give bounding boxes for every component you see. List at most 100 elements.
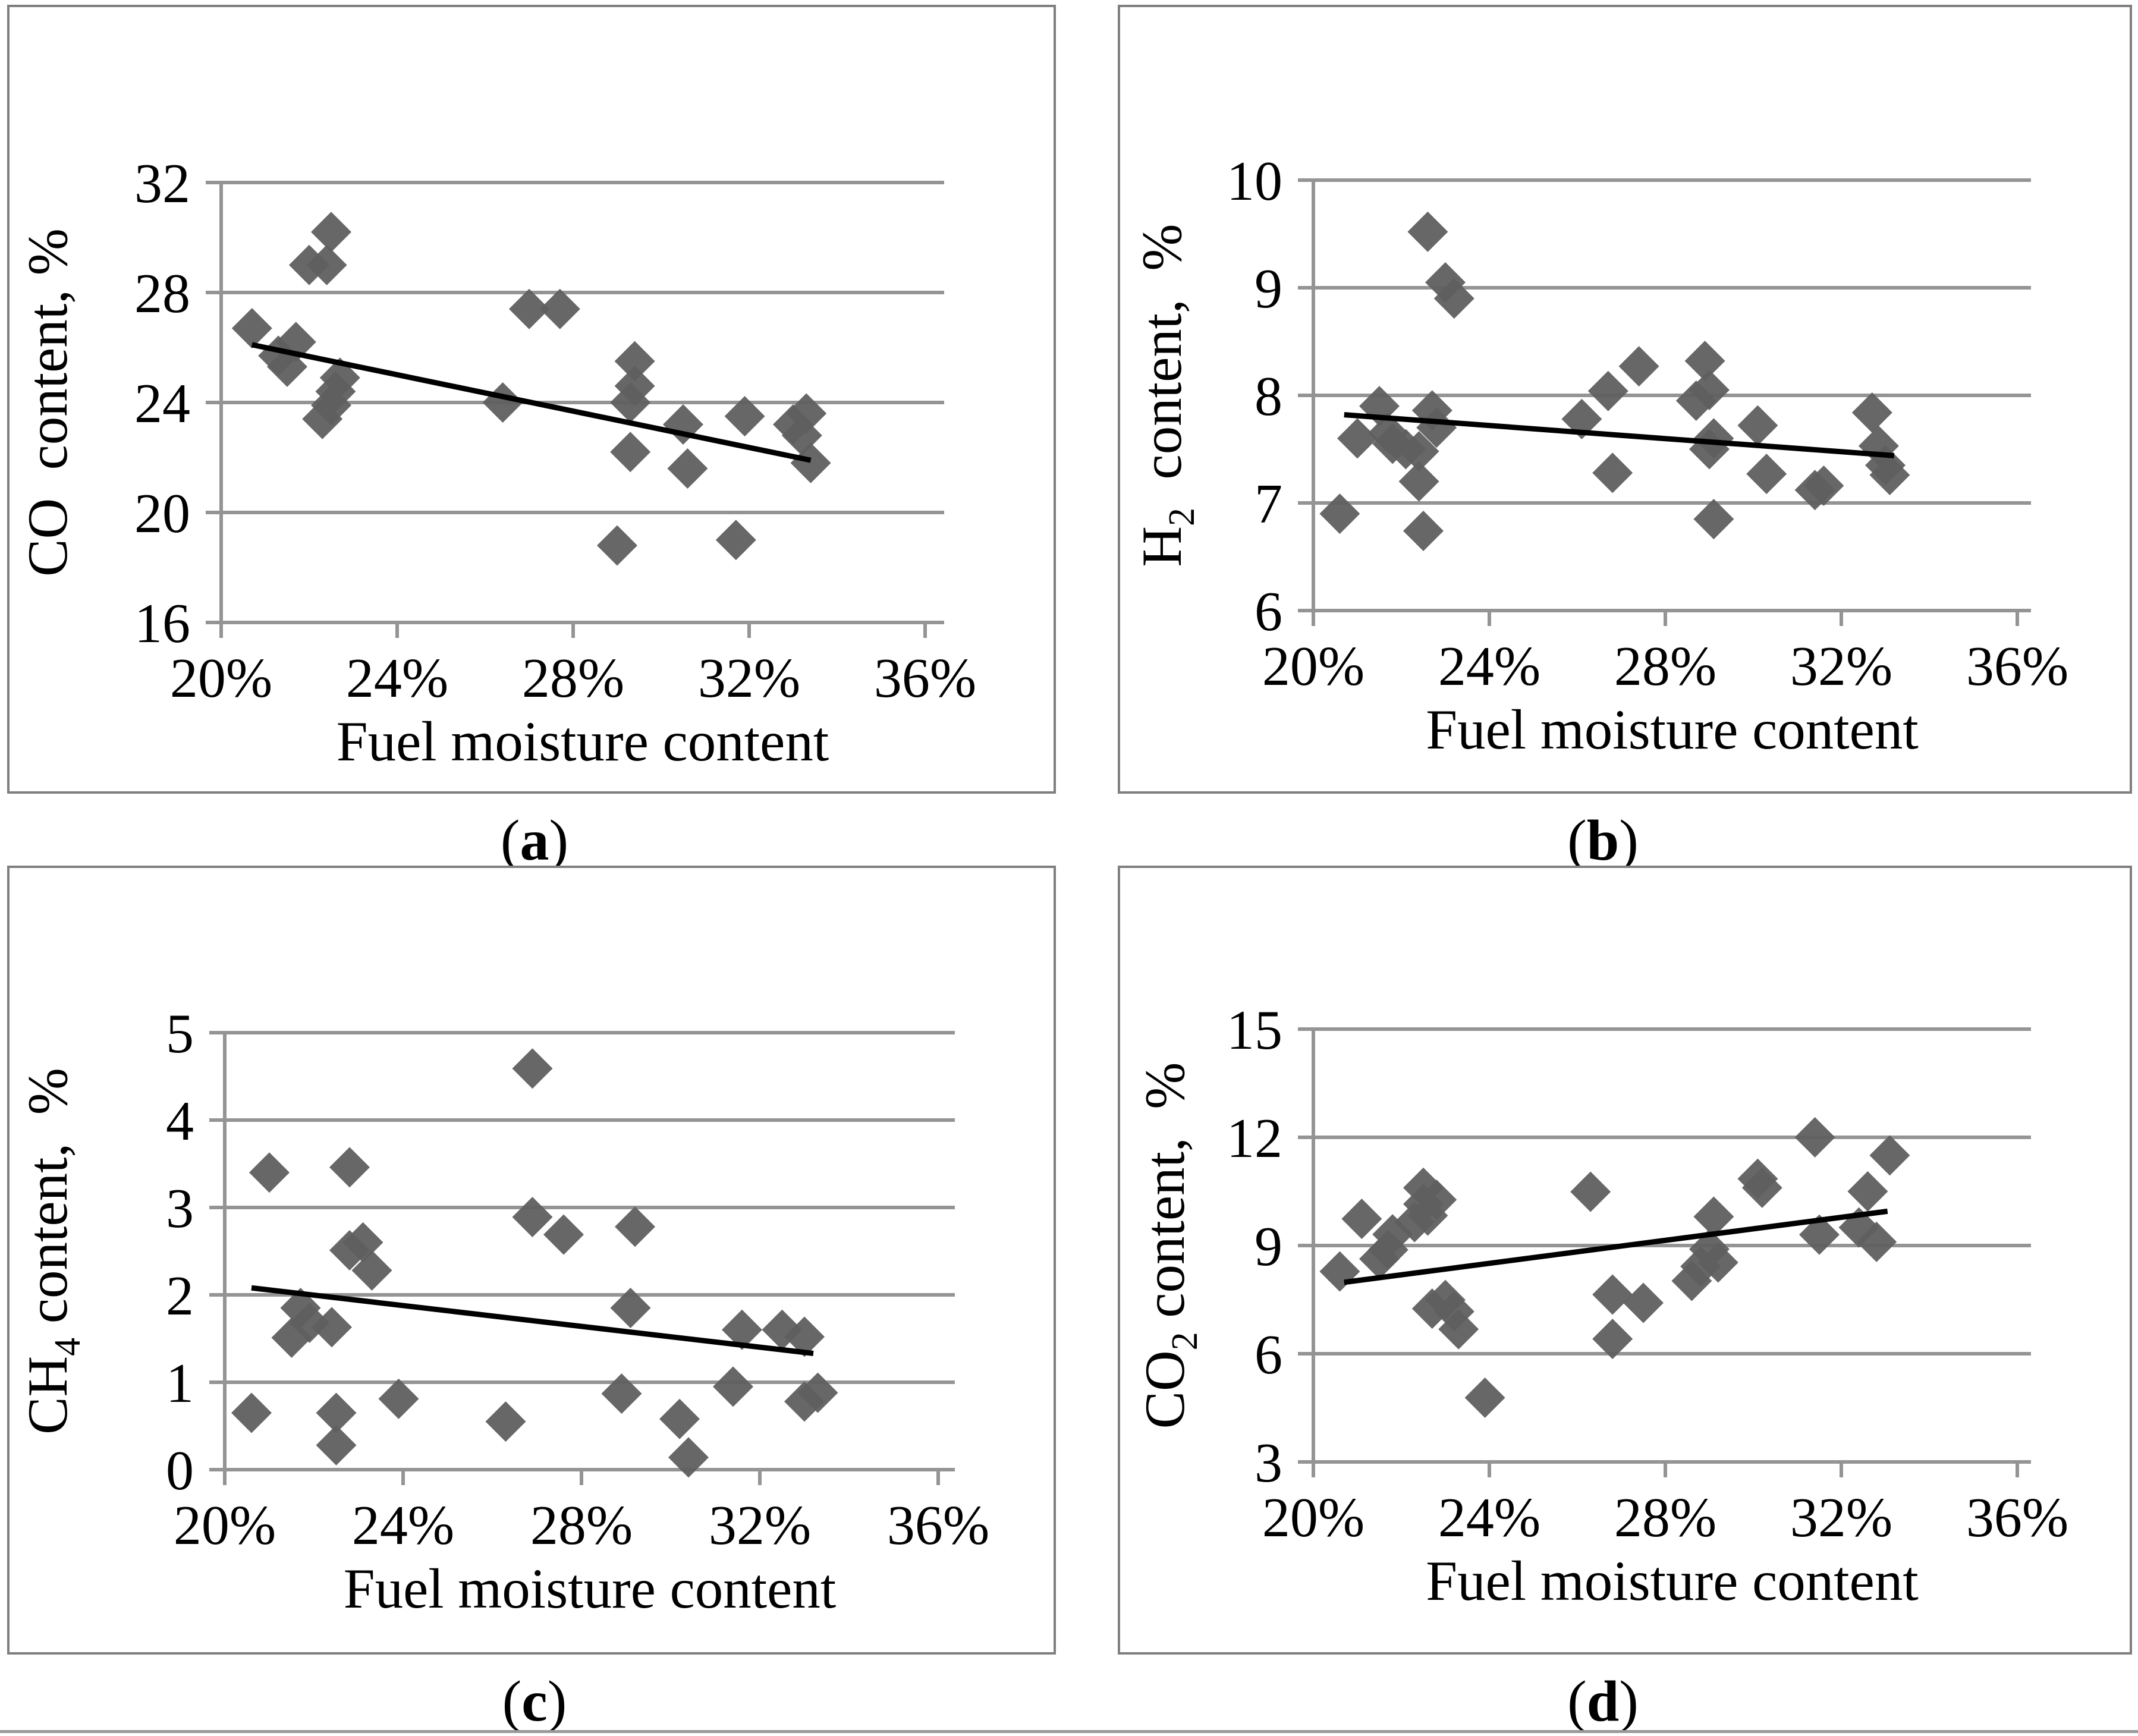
y-axis-title: H2 content, % (1130, 224, 1202, 567)
x-tick-label: 20% (1262, 636, 1364, 697)
data-point-marker (1847, 1171, 1888, 1212)
x-tick-labels: 20% 24% 28% 32% 36% (170, 647, 976, 709)
data-point-marker (1618, 346, 1659, 387)
caption-open-paren: ( (500, 809, 520, 873)
y-tick-label: 28 (134, 263, 190, 325)
data-point-marker (786, 393, 827, 434)
data-point-marker (1803, 466, 1844, 507)
y-tick-label: 6 (1254, 1324, 1282, 1386)
data-point-marker (1341, 1199, 1382, 1240)
x-axis-ticks (1488, 1462, 2019, 1477)
data-point-marker (715, 520, 756, 561)
data-point-marker (1689, 369, 1730, 410)
data-point-marker (312, 1307, 352, 1348)
x-tick-label: 28% (1614, 636, 1716, 697)
data-point-marker (280, 1288, 321, 1329)
x-tick-label: 36% (1966, 1487, 2068, 1549)
x-tick-labels: 20% 24% 28% 32% 36% (174, 1495, 989, 1556)
data-point-marker (614, 341, 655, 382)
x-axis-ticks (1488, 611, 2019, 626)
data-point-marker (1684, 341, 1725, 382)
panel-c-chart: 5 4 3 2 1 020% 24% 28% 32% 36% Fuel moisture conte… (7, 866, 1056, 1655)
data-point-marker (1416, 407, 1457, 448)
panel-b: 10 9 8 7 6 20% 24% 28% 32% 36% Fuel moisture conte… (1068, 0, 2138, 873)
data-point-marker (1737, 405, 1778, 446)
data-point-marker (351, 1250, 392, 1291)
x-tick-label: 36% (887, 1495, 989, 1556)
y-tick-labels: 10 9 8 7 6 (1227, 150, 1282, 643)
data-point-marker (1398, 461, 1439, 502)
data-point-marker (512, 1048, 553, 1089)
y-tick-label: 12 (1227, 1108, 1282, 1169)
y-tick-label: 3 (1254, 1432, 1282, 1494)
y-axis-title: CH4 content, % (16, 1068, 88, 1435)
x-tick-label: 36% (1966, 636, 2068, 697)
data-point-marker (231, 1392, 272, 1433)
data-point-marker (1561, 398, 1602, 439)
x-tick-label: 32% (698, 647, 800, 709)
trend-line (1344, 412, 1895, 458)
data-point-marker (1438, 1309, 1479, 1350)
data-point-marker (1746, 454, 1787, 495)
x-tick-label: 32% (1790, 1487, 1892, 1549)
panel-a-caption: (a) (0, 807, 1069, 874)
y-tick-label: 2 (166, 1265, 194, 1327)
data-point-marker (1794, 1117, 1835, 1158)
caption-close-paren: ) (1619, 809, 1639, 873)
y-tick-label: 0 (166, 1440, 194, 1502)
data-point-marker (289, 1303, 330, 1344)
trend-line (251, 1285, 814, 1356)
y-tick-label: 7 (1254, 473, 1282, 535)
panel-d-caption: (d) (1068, 1668, 2138, 1735)
x-tick-labels: 20% 24% 28% 32% 36% (1262, 1487, 2068, 1549)
x-axis-title: Fuel moisture content (337, 710, 829, 773)
y-tick-labels: 32 28 24 20 16 (134, 153, 190, 655)
x-tick-label: 24% (346, 647, 448, 709)
data-point-marker (1680, 1246, 1721, 1287)
data-points (231, 1048, 838, 1478)
data-point-marker (1337, 418, 1378, 459)
x-tick-labels: 20% 24% 28% 32% 36% (1262, 636, 2068, 697)
data-point-marker (1693, 1196, 1734, 1237)
data-point-marker (539, 288, 580, 329)
data-points (1319, 1117, 1910, 1419)
x-axis-title: Fuel moisture content (1426, 1549, 1918, 1612)
panel-border (7, 5, 1056, 794)
data-point-marker (659, 1398, 700, 1439)
caption-close-paren: ) (547, 1669, 567, 1734)
data-point-marker (249, 1152, 290, 1193)
y-tick-labels: 5 4 3 2 1 0 (166, 1003, 194, 1502)
panel-a: 32 28 24 20 16 20% 24% 28% 32% 36% Fuel moisture c… (0, 0, 1069, 873)
x-tick-label: 24% (1438, 1487, 1540, 1549)
data-point-marker (509, 288, 549, 329)
caption-close-paren: ) (1619, 1669, 1639, 1734)
caption-open-paren: ( (502, 1669, 522, 1734)
data-point-marker (512, 1197, 553, 1238)
x-tick-label: 20% (174, 1495, 276, 1556)
x-tick-label: 24% (1438, 636, 1540, 697)
data-point-marker (615, 1206, 655, 1247)
trend-line (1344, 1208, 1888, 1285)
y-tick-label: 20 (134, 483, 190, 545)
data-point-marker (1697, 1242, 1738, 1283)
x-tick-label: 36% (874, 647, 976, 709)
data-point-marker (1403, 511, 1444, 552)
x-tick-label: 28% (522, 647, 624, 709)
data-point-marker (797, 1372, 838, 1413)
x-axis-ticks (401, 1470, 940, 1485)
y-axis-title: CO content, % (16, 228, 79, 577)
data-point-marker (1319, 493, 1360, 534)
data-point-marker (311, 212, 351, 253)
trend-line (251, 342, 812, 463)
panel-border (7, 866, 1056, 1655)
x-tick-label: 28% (1614, 1487, 1716, 1549)
y-tick-label: 6 (1254, 581, 1282, 643)
data-point-marker (1869, 454, 1910, 495)
data-point-marker (597, 525, 637, 566)
data-point-marker (306, 244, 347, 285)
data-point-marker (1693, 499, 1734, 540)
data-point-marker (610, 382, 651, 423)
x-tick-label: 28% (530, 1495, 633, 1556)
data-point-marker (1464, 1378, 1505, 1419)
